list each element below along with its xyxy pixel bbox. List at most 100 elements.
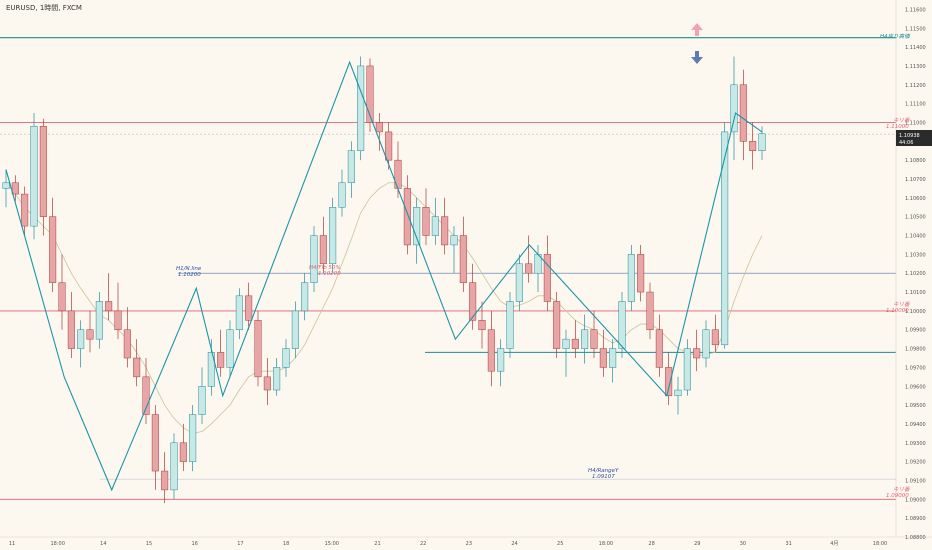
candle[interactable] — [571, 320, 579, 358]
candle[interactable] — [179, 423, 187, 472]
candle[interactable] — [357, 56, 365, 161]
candle[interactable] — [730, 56, 738, 161]
h4-range-label: H4/RangeY — [588, 468, 619, 474]
candle[interactable] — [198, 367, 206, 424]
candle[interactable] — [254, 310, 262, 387]
candle[interactable] — [562, 329, 570, 377]
candle[interactable] — [310, 226, 318, 293]
candle[interactable] — [49, 197, 57, 293]
ma-layer — [5, 182, 763, 434]
candle[interactable] — [590, 310, 598, 358]
candle[interactable] — [105, 273, 113, 321]
candle[interactable] — [30, 113, 38, 240]
candle[interactable] — [21, 186, 29, 236]
candle[interactable] — [506, 292, 514, 358]
zigzag-line — [5, 60, 763, 492]
candle[interactable] — [646, 282, 654, 340]
candle[interactable] — [497, 339, 505, 387]
candle[interactable] — [609, 339, 617, 383]
y-tick-label: 1.08800 — [905, 535, 926, 541]
arrow-up-icon — [691, 23, 703, 36]
candle[interactable] — [263, 358, 271, 406]
x-tick-label: 25 — [557, 541, 563, 547]
candle[interactable] — [226, 320, 234, 377]
candle[interactable] — [39, 118, 47, 236]
candle[interactable] — [375, 113, 383, 151]
candle[interactable] — [618, 292, 626, 358]
x-tick-label: 28 — [648, 541, 654, 547]
candle[interactable] — [515, 254, 523, 311]
candle[interactable] — [142, 358, 150, 424]
candle[interactable] — [2, 169, 10, 208]
candle-layer[interactable] — [2, 56, 766, 504]
candle[interactable] — [739, 69, 747, 161]
candle[interactable] — [441, 197, 449, 255]
h4-top-label: H4戻り高値 — [880, 33, 911, 40]
candle[interactable] — [95, 292, 103, 349]
candle[interactable] — [67, 292, 75, 358]
candle[interactable] — [347, 141, 355, 198]
h1-line-label: H1/N.line — [176, 266, 202, 272]
candle[interactable] — [431, 197, 439, 245]
candle[interactable] — [422, 188, 430, 245]
candle[interactable] — [11, 175, 19, 202]
candle[interactable] — [655, 314, 663, 377]
candle[interactable] — [245, 282, 253, 330]
y-tick-label: 1.09700 — [905, 365, 926, 371]
y-tick-label: 1.10400 — [905, 234, 926, 240]
y-tick-label: 1.11600 — [905, 7, 926, 13]
countdown-text: 44:06 — [899, 140, 913, 146]
candle[interactable] — [123, 307, 131, 368]
candle[interactable] — [58, 254, 66, 330]
candle[interactable] — [77, 320, 85, 368]
candle[interactable] — [553, 292, 561, 358]
y-tick-label: 1.11100 — [905, 102, 926, 108]
candle[interactable] — [235, 288, 243, 340]
candle[interactable] — [543, 235, 551, 311]
candle[interactable] — [273, 358, 281, 396]
candle[interactable] — [189, 405, 197, 472]
candle[interactable] — [217, 329, 225, 377]
candle[interactable] — [170, 433, 178, 500]
level-layer — [0, 37, 896, 500]
candle[interactable] — [525, 235, 533, 283]
candle[interactable] — [319, 216, 327, 274]
candle[interactable] — [637, 244, 645, 302]
candle[interactable] — [282, 339, 290, 377]
candle[interactable] — [366, 58, 374, 132]
candle[interactable] — [413, 197, 421, 264]
candle[interactable] — [683, 339, 691, 396]
candle[interactable] — [86, 310, 94, 353]
candle[interactable] — [599, 329, 607, 377]
r-mid-price: 1.10000 — [886, 308, 909, 314]
candle[interactable] — [459, 216, 467, 293]
candle[interactable] — [450, 226, 458, 274]
candle[interactable] — [665, 352, 673, 406]
candle[interactable] — [291, 301, 299, 358]
candle[interactable] — [702, 320, 710, 368]
candle[interactable] — [151, 405, 159, 490]
y-tick-label: 1.10500 — [905, 215, 926, 221]
candle[interactable] — [469, 263, 477, 330]
x-tick-label: 15:00 — [325, 541, 339, 547]
symbol-title: EURUSD, 1時間, FXCM — [6, 4, 82, 12]
candle[interactable] — [478, 301, 486, 349]
candle[interactable] — [133, 339, 141, 387]
candle[interactable] — [329, 197, 337, 274]
candle[interactable] — [385, 122, 393, 170]
candle[interactable] — [627, 244, 635, 311]
candle[interactable] — [581, 314, 589, 364]
y-tick-label: 1.10100 — [905, 290, 926, 296]
candle[interactable] — [487, 310, 495, 387]
x-tick-label: 30 — [740, 541, 746, 547]
candle[interactable] — [674, 376, 682, 415]
candle[interactable] — [301, 273, 309, 321]
x-tick-label: 15 — [146, 541, 152, 547]
candle[interactable] — [693, 329, 701, 372]
candle[interactable] — [114, 282, 122, 340]
candle[interactable] — [711, 314, 719, 353]
candle[interactable] — [338, 169, 346, 217]
candle[interactable] — [161, 452, 169, 504]
candle[interactable] — [749, 122, 757, 170]
